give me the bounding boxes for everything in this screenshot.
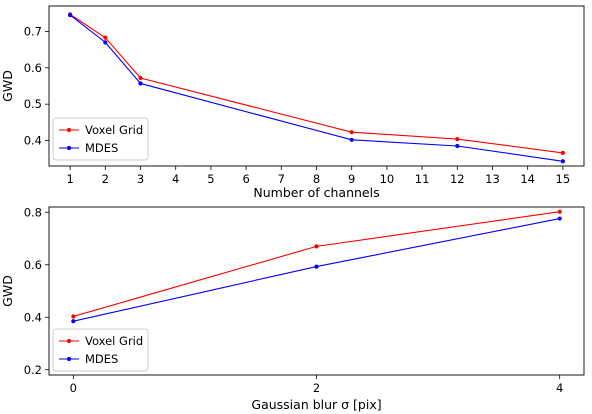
data-point-mdes xyxy=(314,264,319,269)
data-point-voxel-grid xyxy=(71,314,76,319)
data-point-voxel-grid xyxy=(349,130,354,135)
x-tick-label: 9 xyxy=(348,172,355,186)
x-tick-label: 14 xyxy=(520,172,535,186)
x-axis-label: Gaussian blur σ [pix] xyxy=(251,397,381,412)
legend-marker-mdes xyxy=(66,145,72,151)
y-axis-label: GWD xyxy=(0,275,15,307)
data-point-voxel-grid xyxy=(455,136,460,142)
x-tick-label: 8 xyxy=(313,172,320,186)
legend-label-mdes: MDES xyxy=(85,352,118,366)
data-point-voxel-grid xyxy=(557,209,562,214)
x-tick-label: 2 xyxy=(102,172,109,186)
data-point-mdes xyxy=(349,137,354,142)
x-tick-label: 4 xyxy=(172,172,179,186)
data-point-voxel-grid xyxy=(560,150,565,156)
x-tick-label: 5 xyxy=(207,172,214,186)
data-point-mdes xyxy=(103,40,108,45)
x-tick-label: 12 xyxy=(450,172,465,186)
data-point-mdes xyxy=(138,81,143,86)
data-point-mdes xyxy=(455,143,460,149)
legend-marker-voxel-grid xyxy=(66,127,72,133)
data-point-mdes xyxy=(71,319,76,324)
legend-box xyxy=(52,328,149,372)
series-line-mdes xyxy=(73,218,560,322)
y-axis-label: GWD xyxy=(0,70,15,102)
y-tick-label: 0.8 xyxy=(24,205,42,219)
plot-frame xyxy=(48,5,585,167)
legend-box xyxy=(52,117,149,161)
data-point-voxel-grid xyxy=(103,35,108,40)
x-tick-label: 15 xyxy=(556,172,571,186)
x-tick-label: 1 xyxy=(66,172,73,186)
legend-marker-mdes xyxy=(66,356,72,362)
y-tick-label: 0.4 xyxy=(24,310,42,324)
x-tick-label: 10 xyxy=(380,172,395,186)
legend-marker-voxel-grid xyxy=(66,338,72,344)
plot-frame xyxy=(48,206,585,376)
legend: Voxel Grid MDES xyxy=(52,117,149,161)
x-tick-label: 6 xyxy=(242,172,249,186)
data-point-voxel-grid xyxy=(314,244,319,249)
legend-label-voxel-grid: Voxel Grid xyxy=(85,334,143,348)
x-tick-label: 2 xyxy=(313,381,320,395)
x-tick-label: 11 xyxy=(415,172,430,186)
x-tick-label: 3 xyxy=(137,172,144,186)
x-tick-label: 0 xyxy=(70,381,77,395)
legend-label-voxel-grid: Voxel Grid xyxy=(85,123,143,137)
data-point-mdes xyxy=(560,159,565,164)
legend-label-mdes: MDES xyxy=(85,141,118,155)
data-point-voxel-grid xyxy=(138,75,143,81)
y-tick-label: 0.5 xyxy=(24,97,42,111)
y-tick-label: 0.4 xyxy=(24,134,42,148)
x-axis-label: Number of channels xyxy=(253,185,379,200)
chart-2: 0 2 4 0.2 0.4 0.6 0.8 Gaussian blur σ [pix] GWD V… xyxy=(0,205,585,412)
chart-1: 1 2 3 4 5 6 7 8 9 10 11 12 13 14 150.40.50.60.7Number … xyxy=(0,5,585,200)
series-line-voxel-grid xyxy=(69,13,563,154)
y-tick-label: 0.7 xyxy=(24,24,42,38)
series-line-voxel-grid xyxy=(73,211,560,317)
data-point-mdes xyxy=(557,216,562,221)
y-tick-label: 0.2 xyxy=(24,363,42,377)
y-tick-label: 0.6 xyxy=(24,61,42,75)
series-line-mdes xyxy=(69,14,563,162)
x-tick-label: 7 xyxy=(278,172,285,186)
x-tick-label: 4 xyxy=(556,381,563,395)
x-tick-label: 13 xyxy=(485,172,500,186)
legend: Voxel Grid MDES xyxy=(52,328,149,372)
data-point-mdes xyxy=(68,12,73,18)
y-tick-label: 0.6 xyxy=(24,258,42,272)
